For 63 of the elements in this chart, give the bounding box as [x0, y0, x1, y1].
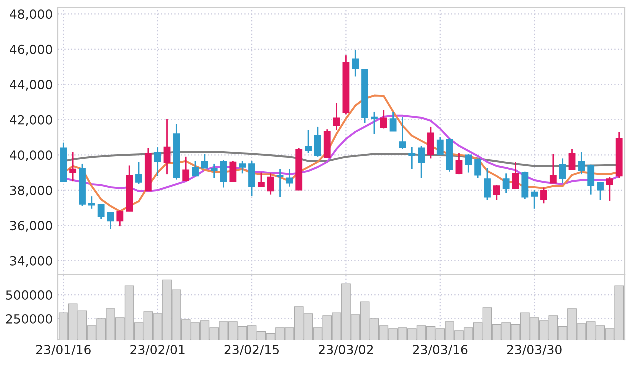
candlestick — [597, 182, 604, 201]
x-tick-label: 23/03/16 — [413, 345, 468, 356]
candlestick — [484, 168, 491, 201]
y-tick-label: 500000 — [6, 290, 52, 300]
candlestick — [465, 154, 472, 174]
candlestick — [578, 152, 586, 176]
candlestick — [390, 111, 397, 132]
candlestick — [352, 50, 360, 78]
candlestick — [116, 210, 124, 228]
candlestick — [408, 146, 416, 170]
candlestick — [182, 156, 190, 182]
y-tick-label: 48,000 — [10, 10, 52, 20]
candlestick — [559, 158, 566, 184]
candlestick — [258, 172, 265, 188]
candlestick — [550, 154, 557, 184]
candlestick — [210, 163, 218, 179]
candlestick — [98, 204, 105, 220]
candlestick — [493, 184, 500, 201]
candlestick — [456, 152, 463, 176]
candlestick — [380, 110, 388, 130]
candlestick — [512, 162, 520, 190]
y-tick-label: 42,000 — [10, 115, 52, 126]
candlestick — [305, 130, 312, 154]
x-tick-label: 23/03/30 — [507, 345, 562, 356]
candlestick — [286, 168, 294, 188]
x-tick-label: 23/01/16 — [36, 345, 91, 356]
candlestick — [371, 111, 378, 135]
candlestick — [230, 160, 237, 182]
y-tick-label: 34,000 — [10, 256, 52, 268]
candlestick — [418, 146, 426, 179]
x-tick-label: 23/02/01 — [130, 345, 185, 356]
candlestick — [192, 160, 199, 177]
candlestick — [428, 126, 434, 160]
candlestick — [220, 160, 228, 188]
y-tick-label: 38,000 — [10, 186, 52, 197]
y-tick-label: 46,000 — [10, 44, 52, 56]
candlestick — [107, 212, 114, 230]
y-tick-label: 40,000 — [10, 150, 52, 162]
candlestick — [540, 187, 548, 204]
candlestick — [436, 136, 444, 156]
y-tick-label: 250000 — [6, 314, 52, 324]
candlestick — [531, 190, 538, 210]
candlestick — [314, 126, 322, 158]
x-tick-label: 23/02/15 — [224, 345, 279, 356]
candlestick — [154, 146, 162, 177]
candlestick — [276, 168, 284, 198]
candlestick — [164, 118, 171, 176]
candlestick — [239, 160, 246, 174]
candlestick — [502, 172, 510, 194]
candlestick — [588, 164, 595, 196]
y-tick-label: 44,000 — [10, 80, 52, 91]
candlestick — [399, 116, 406, 150]
candlestick — [568, 148, 576, 171]
x-tick-label: 23/03/02 — [319, 345, 374, 356]
candlestick — [474, 158, 482, 179]
y-tick-label: 36,000 — [10, 221, 52, 232]
candlestick — [201, 154, 208, 170]
candlestick — [70, 152, 77, 182]
candlestick — [606, 176, 614, 202]
candlestick — [136, 162, 142, 185]
candlestick — [248, 160, 256, 198]
candlestick — [267, 172, 274, 196]
candlestick — [333, 102, 340, 132]
